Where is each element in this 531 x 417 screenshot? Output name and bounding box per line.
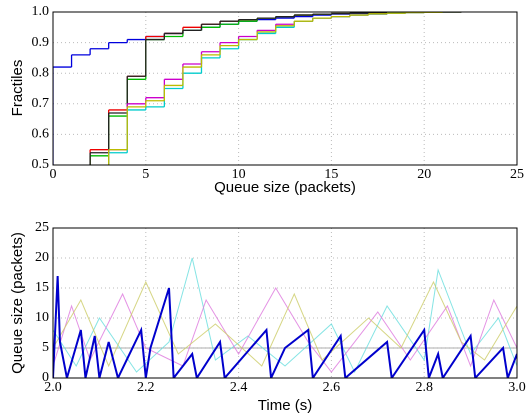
series-line: [53, 275, 517, 378]
y-tick-label: 25: [35, 220, 49, 235]
x-axis-label: Time (s): [258, 397, 312, 414]
y-tick-label: 5: [42, 340, 49, 355]
y-tick-label: 0.9: [32, 35, 50, 50]
series-line: [53, 287, 517, 373]
x-tick-label: 3.0: [508, 380, 526, 395]
y-tick-label: 0.8: [32, 65, 50, 80]
axes-frame: [52, 227, 518, 379]
x-tick-label: 15: [324, 167, 338, 182]
y-axis-label: Fractiles: [9, 60, 26, 117]
x-tick-label: 10: [232, 167, 246, 182]
plot-area: [53, 257, 517, 378]
y-tick-label: 20: [35, 250, 49, 265]
plot-area: [53, 12, 462, 165]
x-tick-label: 0: [50, 167, 57, 182]
x-tick-label: 2.0: [44, 380, 62, 395]
series-line: [53, 257, 517, 374]
y-tick-label: 0.6: [32, 127, 50, 142]
y-tick-label: 1.0: [32, 4, 50, 19]
axes-frame: [52, 11, 518, 166]
x-tick-label: 2.2: [137, 380, 155, 395]
x-tick-label: 2.6: [323, 380, 341, 395]
x-tick-label: 5: [142, 167, 149, 182]
y-tick-label: 10: [35, 310, 49, 325]
y-axis-label: Queue size (packets): [9, 232, 26, 374]
y-tick-label: 0.5: [32, 157, 50, 172]
x-tick-label: 20: [417, 167, 431, 182]
y-tick-label: 0.7: [32, 96, 50, 111]
y-tick-label: 0: [42, 370, 49, 385]
series-line: [53, 280, 517, 368]
x-tick-label: 2.4: [230, 380, 248, 395]
x-tick-label: 2.8: [415, 380, 433, 395]
x-axis-label: Queue size (packets): [214, 179, 356, 196]
y-tick-label: 15: [35, 280, 49, 295]
x-tick-label: 25: [510, 167, 524, 182]
